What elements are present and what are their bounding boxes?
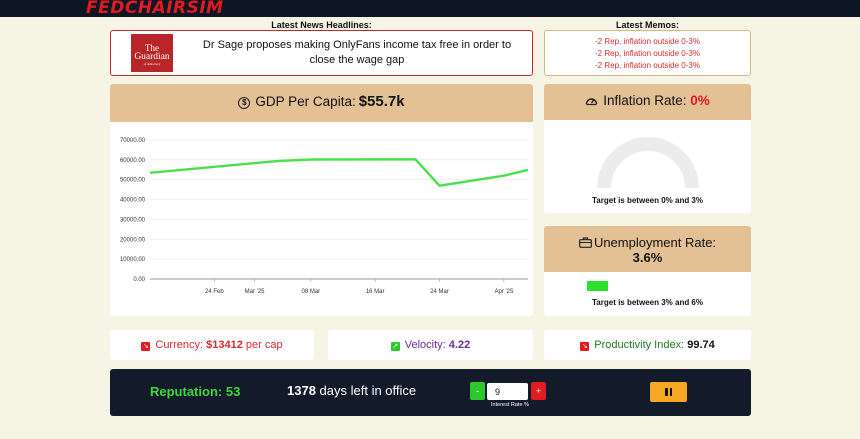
gdp-chart: 70000.00 60000.00 50000.00 40000.00 30000.00…	[110, 122, 533, 316]
x-tick-label: Apr '25	[494, 289, 513, 295]
pause-icon	[665, 388, 672, 396]
y-tick-label: 0.00	[133, 277, 145, 283]
green-badge-icon: ↗	[390, 342, 400, 351]
red-badge-icon: ↘	[141, 342, 151, 351]
memos-section-title: Latest Memos:	[615, 20, 679, 30]
memo-item: -2 Rep, inflation outside 0-3%	[595, 37, 700, 46]
velocity-value: 4.22	[448, 339, 471, 351]
y-tick-label: 40000.00	[120, 198, 146, 204]
reputation-label: Reputation:	[150, 384, 223, 399]
gdp-value: $55.7k	[358, 93, 405, 110]
unemployment-target: Target is between 3% and 6%	[592, 298, 703, 307]
inflation-value: 0%	[690, 93, 710, 108]
y-tick-label: 10000.00	[120, 257, 146, 263]
y-tick-label: 50000.00	[120, 178, 146, 184]
inflation-target: Target is between 0% and 3%	[592, 196, 703, 205]
inflation-label: Inflation Rate:	[603, 93, 687, 108]
briefcase-icon	[579, 237, 592, 248]
productivity-stat: ↘ Productivity Index: 99.74	[544, 330, 751, 360]
gdp-line-chart: 70000.00 60000.00 50000.00 40000.00 30000.00…	[120, 138, 529, 295]
interest-rate-input[interactable]	[487, 383, 528, 400]
memo-item: -2 Rep, inflation outside 0-3%	[595, 49, 700, 58]
inflation-gauge	[597, 137, 699, 189]
x-tick-label: 24 Feb	[205, 289, 224, 295]
reputation-value: 53	[225, 384, 241, 399]
gdp-header: $ GDP Per Capita: $55.7k	[110, 84, 533, 122]
x-tick-label: 16 Mar	[366, 289, 385, 295]
y-tick-label: 60000.00	[120, 158, 146, 164]
unemployment-value: 3.6%	[632, 250, 663, 265]
days-left-label: days left in office	[319, 383, 417, 398]
unemployment-header: Unemployment Rate: 3.6%	[544, 226, 751, 272]
gdp-card: $ GDP Per Capita: $55.7k 70000.00 60000.00 5…	[110, 84, 533, 316]
y-tick-label: 70000.00	[120, 138, 146, 144]
unemployment-label: Unemployment Rate:	[593, 235, 717, 250]
news-section-title: Latest News Headlines:	[271, 20, 372, 30]
inflation-card: Inflation Rate: 0% Target is between 0% …	[544, 84, 751, 213]
x-tick-label: 24 Mar	[430, 289, 449, 295]
increase-rate-button[interactable]: +	[531, 382, 546, 400]
inflation-header: Inflation Rate: 0%	[544, 84, 751, 120]
decrease-rate-button[interactable]: -	[470, 382, 485, 400]
gdp-label: GDP Per Capita:	[255, 94, 356, 109]
memos-card: -2 Rep, inflation outside 0-3% -2 Rep, i…	[544, 30, 751, 76]
gauge-icon	[586, 98, 598, 106]
days-left: 1378 days left in office	[287, 383, 416, 398]
x-tick-label: Mar '25	[245, 289, 265, 295]
gdp-series-line	[149, 158, 529, 187]
memo-item: -2 Rep, inflation outside 0-3%	[595, 61, 700, 70]
y-tick-label: 20000.00	[120, 237, 146, 243]
currency-value: $13412	[206, 339, 243, 351]
currency-label: Currency:	[155, 339, 204, 351]
red-badge-icon: ↘	[580, 342, 590, 351]
newspaper-logo: The Guardian of democracy	[131, 34, 173, 72]
control-panel: Reputation: 53 1378 days left in office …	[110, 369, 751, 416]
app-logo[interactable]: FEDCHAIRSIM	[86, 0, 224, 18]
velocity-label: Velocity:	[404, 339, 446, 351]
currency-stat: ↘ Currency: $13412 per cap	[110, 330, 314, 360]
days-left-value: 1378	[287, 383, 316, 398]
news-headline-card: The Guardian of democracy Dr Sage propos…	[110, 30, 533, 76]
currency-suffix: per cap	[245, 339, 283, 351]
interest-rate-label: Interest Rate %	[491, 402, 529, 408]
unemployment-card: Unemployment Rate: 3.6% Target is betwee…	[544, 226, 751, 316]
dollar-coin-icon: $	[238, 97, 251, 109]
x-tick-label: 08 Mar	[302, 289, 321, 295]
unemployment-bar	[587, 281, 608, 291]
productivity-label: Productivity Index:	[594, 339, 685, 351]
reputation: Reputation: 53	[150, 384, 240, 399]
pause-button[interactable]	[650, 382, 687, 402]
top-bar: FEDCHAIRSIM	[0, 0, 860, 18]
productivity-value: 99.74	[687, 339, 715, 351]
news-headline: Dr Sage proposes making OnlyFans income …	[202, 39, 512, 66]
y-tick-label: 30000.00	[120, 217, 146, 223]
velocity-stat: ↗ Velocity: 4.22	[328, 330, 533, 360]
